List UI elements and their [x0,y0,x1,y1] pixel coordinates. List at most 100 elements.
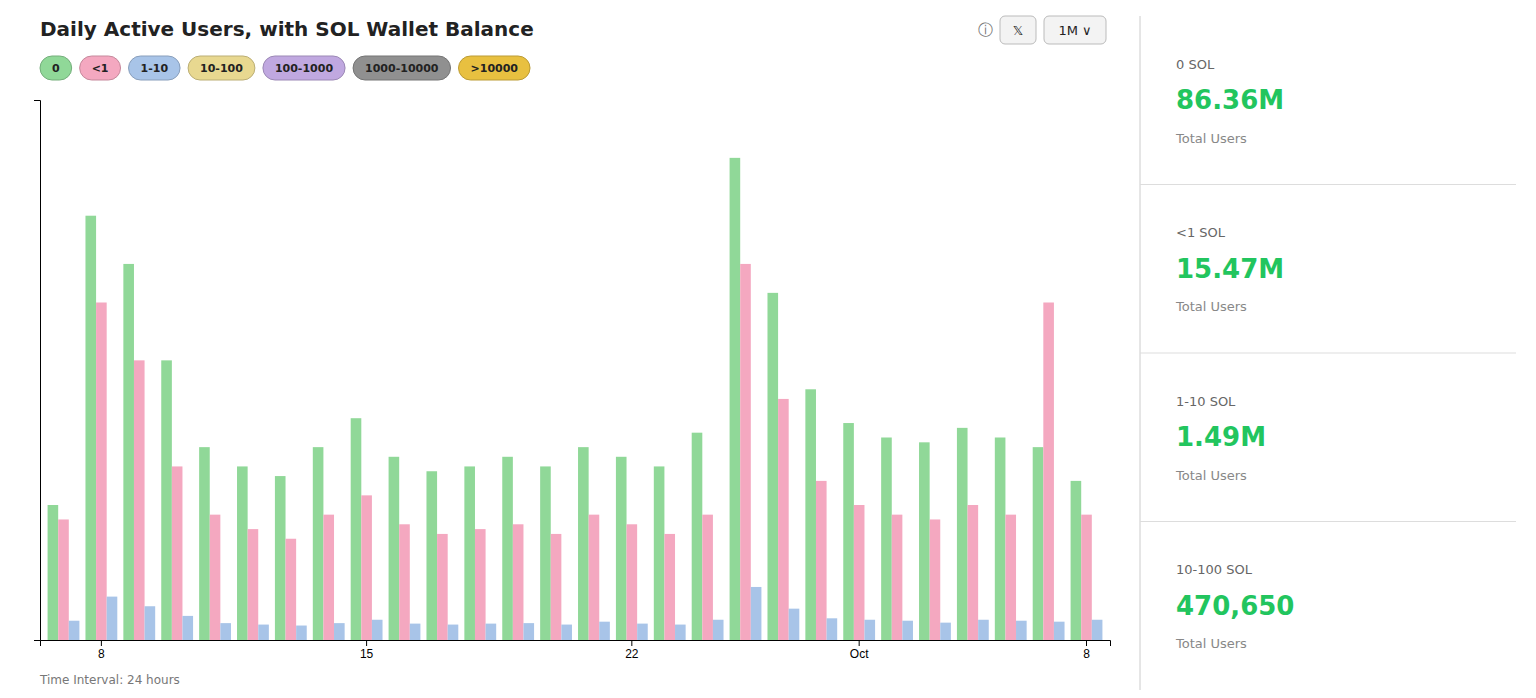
bar [637,624,648,640]
x-tick-mark [366,640,367,646]
bar [220,623,231,640]
bar [599,622,610,640]
bar [523,623,534,640]
bar [919,442,930,640]
stat-sub: Total Users [1175,131,1247,146]
bar [1054,622,1065,640]
share-button-label: 𝕏 [1013,23,1023,38]
bar [816,481,827,640]
bar [486,624,497,640]
panel-divider [1140,184,1516,185]
bar [182,616,193,640]
bar [399,524,410,640]
legend-item: 1000-10000 [353,56,450,80]
panel-divider [1140,521,1516,522]
x-tick-mark [859,640,860,646]
legend-item: 1-10 [129,56,181,80]
stat-label: 1-10 SOL [1176,394,1236,409]
stat-sub: Total Users [1175,299,1247,314]
legend-swatch [80,56,121,80]
legend-swatch [188,56,255,80]
bar [892,515,903,640]
bar [296,626,307,640]
bar [1071,481,1082,640]
bar [654,466,665,640]
x-tick-label: 15 [360,647,374,661]
bar [827,618,838,640]
legend-label: 0 [52,62,60,75]
bar [107,597,118,640]
bar [578,447,589,640]
y-axis-line [34,101,41,641]
bar [930,519,941,640]
legend-label: >10000 [471,62,519,75]
legend-item: >10000 [459,56,531,80]
legend-swatch [353,56,450,80]
series [58,264,1092,640]
chart: Daily Active Users, with SOL Wallet Bala… [0,0,1536,698]
bar [96,303,107,641]
x-axis: 81522Oct8 [41,640,1111,661]
bar [123,264,134,640]
bar [48,505,59,640]
bar [767,293,778,640]
bar [172,466,183,640]
x-tick-label: 8 [1083,647,1090,661]
bar [464,466,475,640]
bar [881,438,892,641]
header-buttons: ⓘ 𝕏 1M ∨ [978,16,1107,44]
bar [199,447,210,640]
share-button-box [1000,16,1036,44]
bar [161,360,172,640]
x-axis-line [41,641,1111,647]
x-tick: 22 [625,640,639,661]
bar [713,620,724,640]
legend-label: 100-1000 [275,62,333,75]
bar [85,216,96,640]
bar [1016,621,1027,640]
bar [361,495,372,640]
legend-item: 100-1000 [263,56,345,80]
bar [513,524,524,640]
footer: Time Interval: 24 hours [39,673,180,687]
bar [730,158,741,640]
bar [675,625,686,640]
stat-value: 15.47M [1176,254,1284,284]
legend-swatch [263,56,345,80]
bar [957,428,968,640]
bar [589,515,600,640]
legend-item: <1 [80,56,121,80]
bar [789,609,800,640]
range-button-box [1044,16,1106,44]
x-tick: 8 [1083,640,1090,661]
x-tick-label: 8 [98,647,105,661]
bar [1033,447,1044,640]
info-icon: ⓘ [978,21,993,39]
bar [248,529,259,640]
bar [134,360,145,640]
x-tick: 15 [360,640,374,661]
bar [313,447,324,640]
series [69,587,1103,640]
bar [740,264,751,640]
stats-panel: 0 SOL86.36MTotal Users<1 SOL15.47MTotal … [1140,16,1516,690]
bar [854,505,865,640]
legend-label: 10-100 [200,62,243,75]
title: Daily Active Users, with SOL Wallet Bala… [40,17,534,41]
range-button: 1M ∨ [1044,16,1106,44]
stat-value: 470,650 [1176,591,1294,621]
bar [561,625,572,640]
legend-label: 1-10 [141,62,169,75]
legend-swatch [129,56,181,80]
bar [351,418,362,640]
bars [48,158,1103,640]
bar [323,515,334,640]
bar [978,620,989,640]
bar [702,515,713,640]
stat-sub: Total Users [1175,468,1247,483]
bar [58,519,69,640]
bar [692,433,703,640]
bar [210,515,221,640]
x-tick-mark [1086,640,1087,646]
range-button-label: 1M ∨ [1058,23,1091,38]
